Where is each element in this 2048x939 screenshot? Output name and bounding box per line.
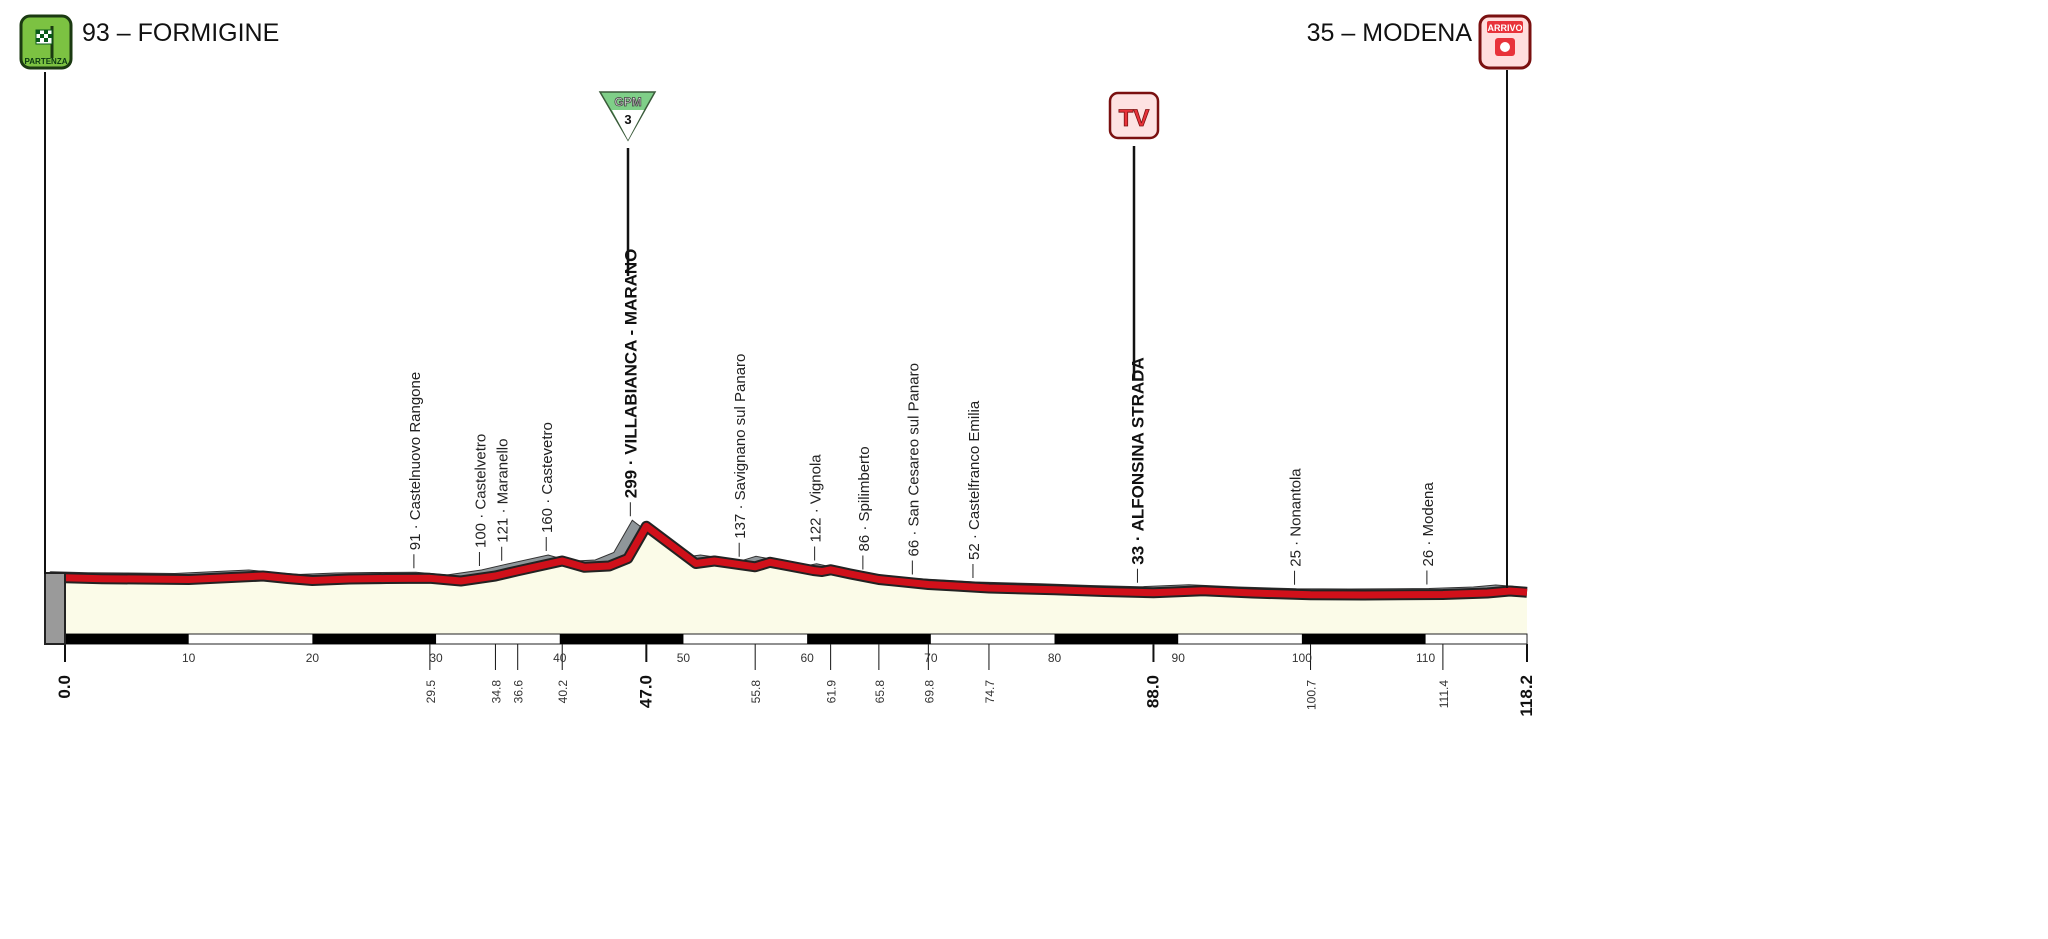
- scale-bar-segment: [312, 634, 437, 644]
- scale-bar-segment: [1054, 634, 1179, 644]
- x-tick-label: 10: [182, 651, 196, 665]
- scale-bar-segment: [559, 634, 684, 644]
- km-value: 29.5: [424, 680, 438, 704]
- x-tick-label: 40: [553, 651, 567, 665]
- place-labels: 91 · Castelnuovo Rangone 29.5 100 · Castel…: [55, 249, 1536, 717]
- km-value: 65.8: [873, 680, 887, 704]
- km-value: 111.4: [1437, 680, 1451, 709]
- elevation-profile: [64, 520, 1528, 634]
- start-location: 93 – FORMIGINE: [82, 19, 279, 47]
- km-value: 69.8: [922, 680, 936, 704]
- place-label: 121 · Maranello: [495, 439, 512, 543]
- finish-badge-icon: ARRIVO: [1478, 14, 1532, 70]
- start-block: [44, 572, 66, 645]
- profile-line: [64, 522, 1528, 599]
- scale-bar-segment: [807, 634, 931, 644]
- start-badge-icon: PARTENZA: [19, 14, 73, 70]
- gpm-category: 3: [624, 112, 631, 127]
- gpm-label: GPM: [614, 95, 641, 109]
- scale-bar-segment: [1301, 634, 1426, 644]
- tv-label: TV: [1119, 105, 1150, 132]
- place-label: 91 · Castelnuovo Rangone: [407, 372, 424, 550]
- finish-badge-text: ARRIVO: [1487, 23, 1522, 33]
- scale-bar-segment: [65, 634, 189, 644]
- place-label: 25 · Nonantola: [1288, 468, 1305, 567]
- tv-marker-icon: TV: [1108, 91, 1160, 140]
- place-label: 122 · Vignola: [808, 454, 825, 543]
- gpm-marker-icon: GPM 3: [598, 91, 657, 142]
- km-value: 88.0: [1143, 675, 1162, 708]
- x-tick-label: 90: [1172, 651, 1186, 665]
- km-value: 61.9: [825, 680, 839, 704]
- place-label: 137 · Savignano sul Panaro: [732, 354, 749, 539]
- km-value: 40.2: [556, 680, 570, 704]
- km-value: 34.8: [489, 680, 503, 704]
- place-label: 86 · Spilimberto: [856, 446, 873, 551]
- km-value: 0.0: [55, 675, 74, 699]
- place-label: 160 · Castevetro: [539, 422, 556, 533]
- x-tick-label: 80: [1048, 651, 1062, 665]
- place-label: 299 · VILLABIANCA - MARANO: [621, 249, 640, 499]
- x-tick-label: 60: [800, 651, 814, 665]
- km-value: 47.0: [636, 675, 655, 708]
- place-label: 52 · Castelfranco Emilia: [966, 400, 983, 560]
- km-value: 118.2: [1517, 675, 1536, 717]
- x-tick-label: 30: [429, 651, 443, 665]
- place-label: 100 · Castelvetro: [472, 434, 489, 548]
- km-value: 74.7: [983, 680, 997, 704]
- x-tick-label: 100: [1292, 651, 1312, 665]
- place-label: 26 · Modena: [1420, 482, 1437, 567]
- x-tick-label: 50: [677, 651, 691, 665]
- start-badge-text: PARTENZA: [25, 57, 68, 66]
- place-label: 66 · San Cesareo sul Panaro: [905, 363, 922, 556]
- km-value: 100.7: [1305, 680, 1319, 710]
- profile-fill: [65, 526, 1527, 634]
- x-tick-label: 20: [306, 651, 320, 665]
- x-tick-label: 110: [1416, 651, 1435, 665]
- place-label: 33 · ALFONSINA STRADA: [1128, 357, 1147, 564]
- km-value: 36.6: [512, 680, 526, 704]
- finish-location: 35 – MODENA: [1307, 19, 1473, 47]
- km-scale-bar: 10 20 30 40 50 60 70 80 90 100 110: [64, 633, 1528, 665]
- x-tick-label: 70: [924, 651, 938, 665]
- km-value: 55.8: [749, 680, 763, 704]
